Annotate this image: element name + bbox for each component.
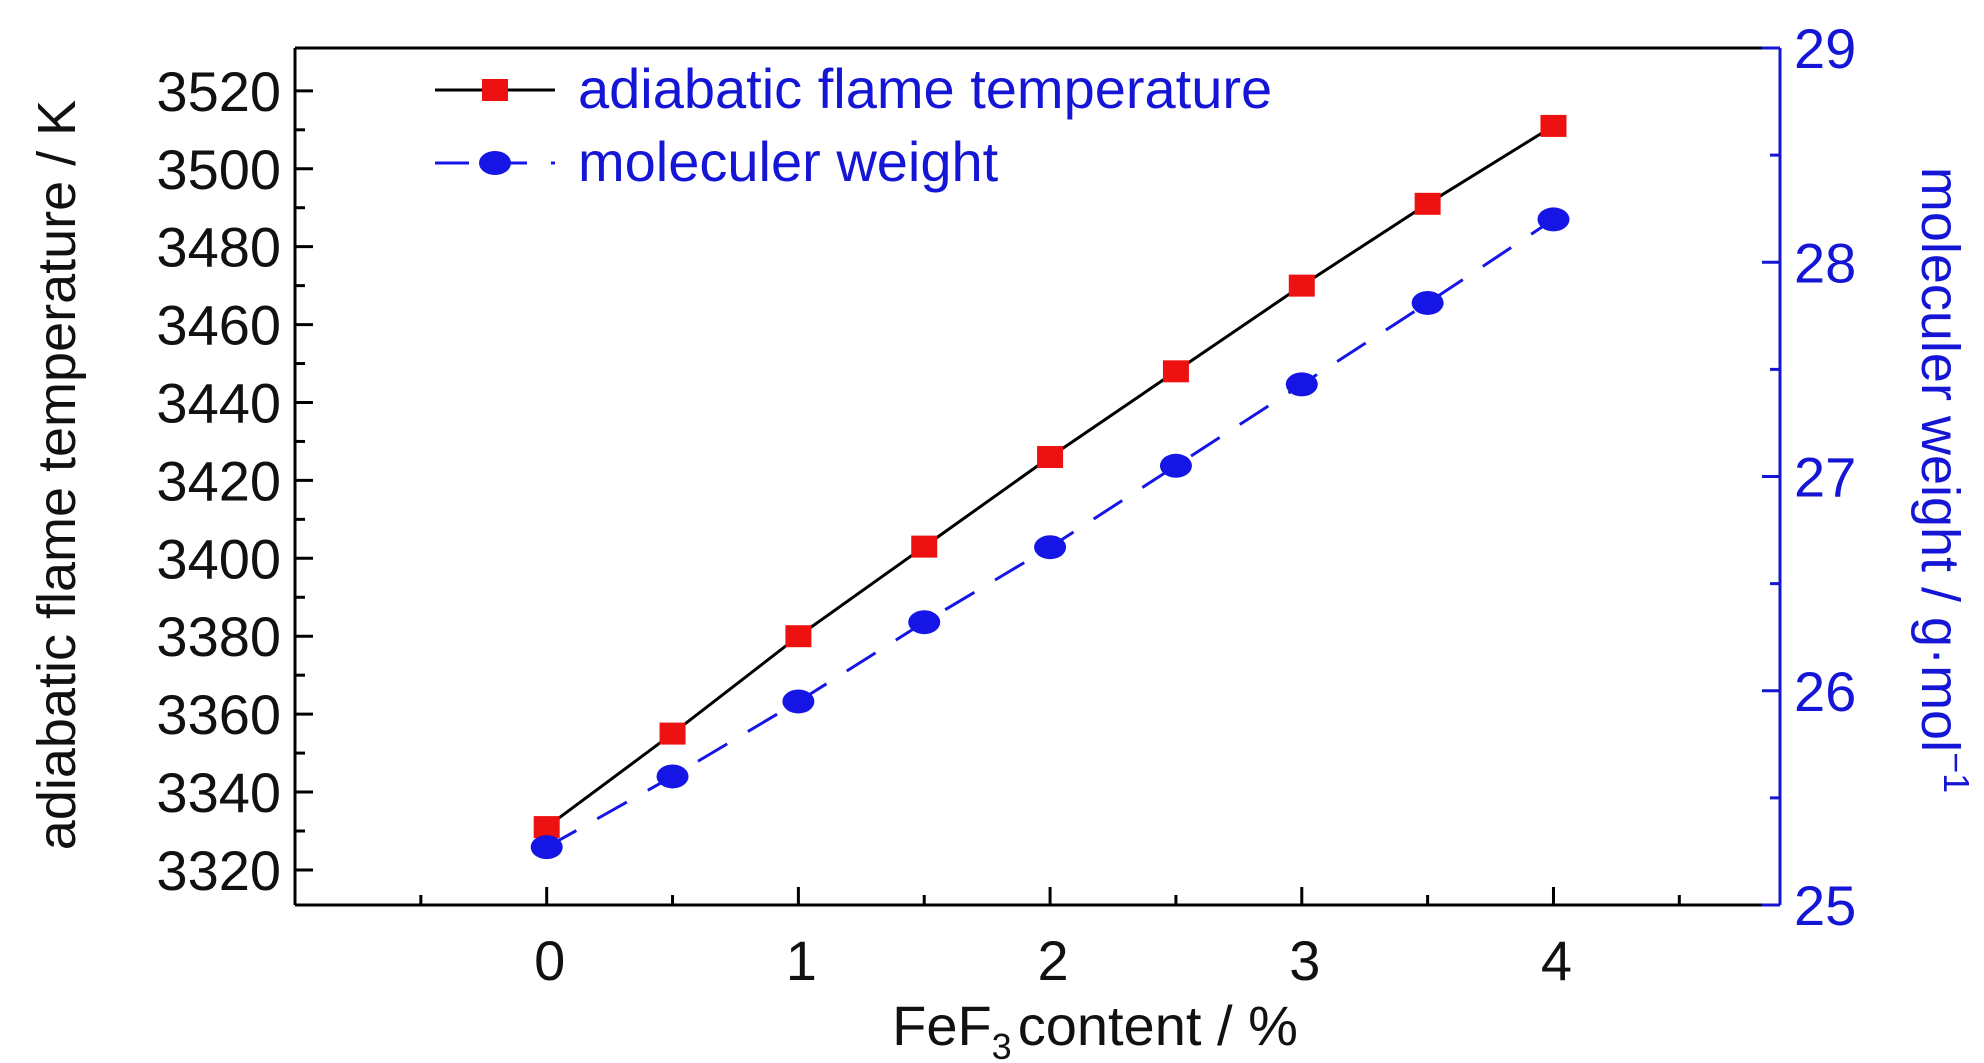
data-point-weight <box>1034 535 1067 560</box>
series-line-1 <box>545 218 1555 849</box>
axes <box>293 46 1782 907</box>
data-point-weight <box>1411 290 1444 315</box>
y-left-tick-label: 3500 <box>156 138 281 201</box>
y-left-tick-label: 3340 <box>156 761 281 824</box>
data-point-temperature <box>1288 274 1315 297</box>
y-right-tick-label: 29 <box>1794 17 1856 80</box>
data-point-weight <box>1537 207 1570 232</box>
data-point-temperature <box>1162 360 1189 383</box>
legend-marker-circle <box>479 151 511 175</box>
y-left-tick-label: 3480 <box>156 216 281 279</box>
y-axis-left-title: adiabatic flame temperature / K <box>27 100 87 850</box>
data-point-weight <box>1159 453 1192 478</box>
y-right-tick-label: 28 <box>1794 231 1856 294</box>
legend-marker-square <box>482 79 508 101</box>
data-point-weight <box>782 689 815 714</box>
y-left-tick-label: 3460 <box>156 294 281 357</box>
y-right-tick-label: 26 <box>1794 660 1856 723</box>
data-point-temperature <box>1037 446 1064 469</box>
data-point-temperature <box>785 625 812 648</box>
y-right-tick-label: 25 <box>1794 874 1856 937</box>
x-axis-title-sub: 3 <box>992 1026 1012 1063</box>
y-axis-right-title-sup: −1 <box>1936 752 1977 793</box>
y-left-tick-label: 3520 <box>156 60 281 123</box>
x-axis-title: FeF3 content / % <box>892 994 1298 1063</box>
x-axis-title-main: FeF <box>892 994 992 1057</box>
data-point-temperature <box>1540 114 1567 137</box>
y-axis-right-title-main: moleculer weight / g·mol <box>1910 167 1970 752</box>
x-tick-label: 4 <box>1541 929 1572 992</box>
legend-label: moleculer weight <box>578 130 999 193</box>
data-point-weight <box>656 764 689 789</box>
data-point-temperature <box>533 816 560 839</box>
y-left-tick-label: 3360 <box>156 683 281 746</box>
series <box>530 114 1570 860</box>
y-left-tick-label: 3420 <box>156 449 281 512</box>
data-point-weight <box>1285 372 1318 397</box>
series-line-0 <box>545 124 1555 829</box>
legend: adiabatic flame temperature moleculer wei… <box>435 57 1272 193</box>
x-tick-label: 3 <box>1289 929 1320 992</box>
y-right-tick-label: 27 <box>1794 446 1856 509</box>
x-axis-title-rest: content / % <box>1018 994 1298 1057</box>
data-point-temperature <box>659 722 686 745</box>
x-tick-label: 0 <box>534 929 565 992</box>
data-point-temperature <box>911 535 938 558</box>
axis-titles: adiabatic flame temperature / K molecule… <box>27 100 1977 1063</box>
y-left-tick-label: 3440 <box>156 371 281 434</box>
y-axis-right-title: moleculer weight / g·mol−1 <box>1910 167 1977 793</box>
x-tick-label: 2 <box>1038 929 1069 992</box>
data-point-weight <box>908 610 941 635</box>
data-point-temperature <box>1414 192 1441 215</box>
data-point-weight <box>530 835 563 860</box>
y-left-tick-label: 3400 <box>156 527 281 590</box>
legend-label: adiabatic flame temperature <box>578 57 1272 120</box>
y-left-tick-label: 3380 <box>156 605 281 668</box>
x-tick-label: 1 <box>786 929 817 992</box>
ticks: 3320334033603380340034203440346034803500… <box>156 17 1856 992</box>
y-left-tick-label: 3320 <box>156 839 281 902</box>
